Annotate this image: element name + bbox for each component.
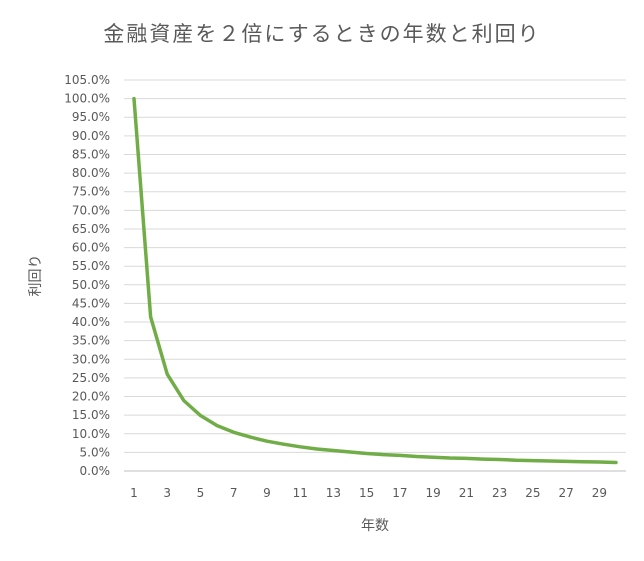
x-tick-label: 11: [293, 486, 308, 500]
y-tick-label: 40.0%: [72, 315, 110, 329]
y-tick-label: 100.0%: [64, 92, 110, 106]
series-line-0: [132, 96, 618, 465]
x-tick-label: 19: [426, 486, 441, 500]
y-tick-label: 65.0%: [72, 222, 110, 236]
y-tick-label: 75.0%: [72, 185, 110, 199]
chart-title: 金融資産を２倍にするときの年数と利回り: [103, 22, 541, 46]
y-tick-label: 85.0%: [72, 147, 110, 161]
x-axis-tick-labels: 1 3 5 7 9 11 13 15 17 19 21 23 25 27 29: [130, 486, 607, 500]
y-axis-tick-labels: 0.0% 5.0% 10.0% 15.0% 20.0% 25.0% 30.0% 35.0% 40…: [64, 73, 110, 478]
x-tick-label: 5: [197, 486, 205, 500]
x-tick-label: 9: [263, 486, 271, 500]
x-tick-label: 15: [359, 486, 374, 500]
y-tick-label: 80.0%: [72, 166, 110, 180]
x-tick-label: 13: [326, 486, 341, 500]
y-tick-label: 20.0%: [72, 390, 110, 404]
y-tick-label: 105.0%: [64, 73, 110, 87]
x-tick-label: 25: [525, 486, 540, 500]
y-tick-label: 0.0%: [80, 464, 111, 478]
y-tick-label: 45.0%: [72, 296, 110, 310]
y-tick-label: 70.0%: [72, 203, 110, 217]
y-tick-label: 30.0%: [72, 352, 110, 366]
gridlines: [124, 79, 626, 472]
x-tick-label: 17: [392, 486, 407, 500]
y-tick-label: 50.0%: [72, 278, 110, 292]
y-tick-label: 55.0%: [72, 259, 110, 273]
x-tick-label: 23: [492, 486, 507, 500]
x-tick-label: 21: [459, 486, 474, 500]
y-tick-label: 25.0%: [72, 371, 110, 385]
y-tick-label: 90.0%: [72, 129, 110, 143]
y-tick-label: 95.0%: [72, 110, 110, 124]
y-tick-label: 10.0%: [72, 427, 110, 441]
x-tick-label: 27: [558, 486, 573, 500]
y-axis-title: 利回り: [28, 255, 44, 297]
y-tick-label: 15.0%: [72, 408, 110, 422]
x-axis-title: 年数: [361, 518, 389, 534]
y-tick-label: 5.0%: [80, 445, 111, 459]
series-layer: [132, 96, 618, 465]
x-tick-label: 7: [230, 486, 238, 500]
y-tick-label: 35.0%: [72, 334, 110, 348]
x-tick-label: 29: [592, 486, 607, 500]
x-tick-label: 1: [130, 486, 138, 500]
x-tick-label: 3: [163, 486, 171, 500]
y-tick-label: 60.0%: [72, 241, 110, 255]
